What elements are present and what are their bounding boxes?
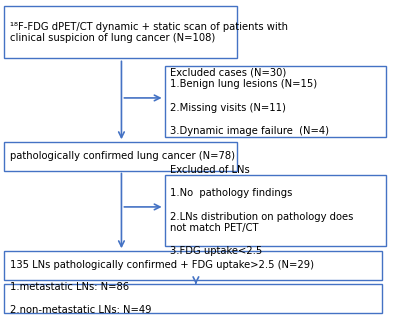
FancyBboxPatch shape [4, 142, 237, 171]
Text: 1.metastatic LNs: N=86

2.non-metastatic LNs: N=49: 1.metastatic LNs: N=86 2.non-metastatic … [10, 282, 151, 315]
FancyBboxPatch shape [164, 66, 386, 137]
Text: Excluded cases (N=30)
1.Benign lung lesions (N=15)

2.Missing visits (N=11)

3.D: Excluded cases (N=30) 1.Benign lung lesi… [170, 68, 330, 136]
Text: 135 LNs pathologically confirmed + FDG uptake>2.5 (N=29): 135 LNs pathologically confirmed + FDG u… [10, 260, 314, 271]
Text: Excluded of LNs

1.No  pathology findings

2.LNs distribution on pathology does
: Excluded of LNs 1.No pathology findings … [170, 165, 354, 256]
Text: pathologically confirmed lung cancer (N=78): pathologically confirmed lung cancer (N=… [10, 152, 235, 161]
FancyBboxPatch shape [4, 6, 237, 58]
Text: ¹⁸F-FDG dPET/CT dynamic + static scan of patients with
clinical suspicion of lun: ¹⁸F-FDG dPET/CT dynamic + static scan of… [10, 22, 288, 43]
FancyBboxPatch shape [4, 284, 382, 313]
FancyBboxPatch shape [164, 175, 386, 246]
FancyBboxPatch shape [4, 251, 382, 279]
